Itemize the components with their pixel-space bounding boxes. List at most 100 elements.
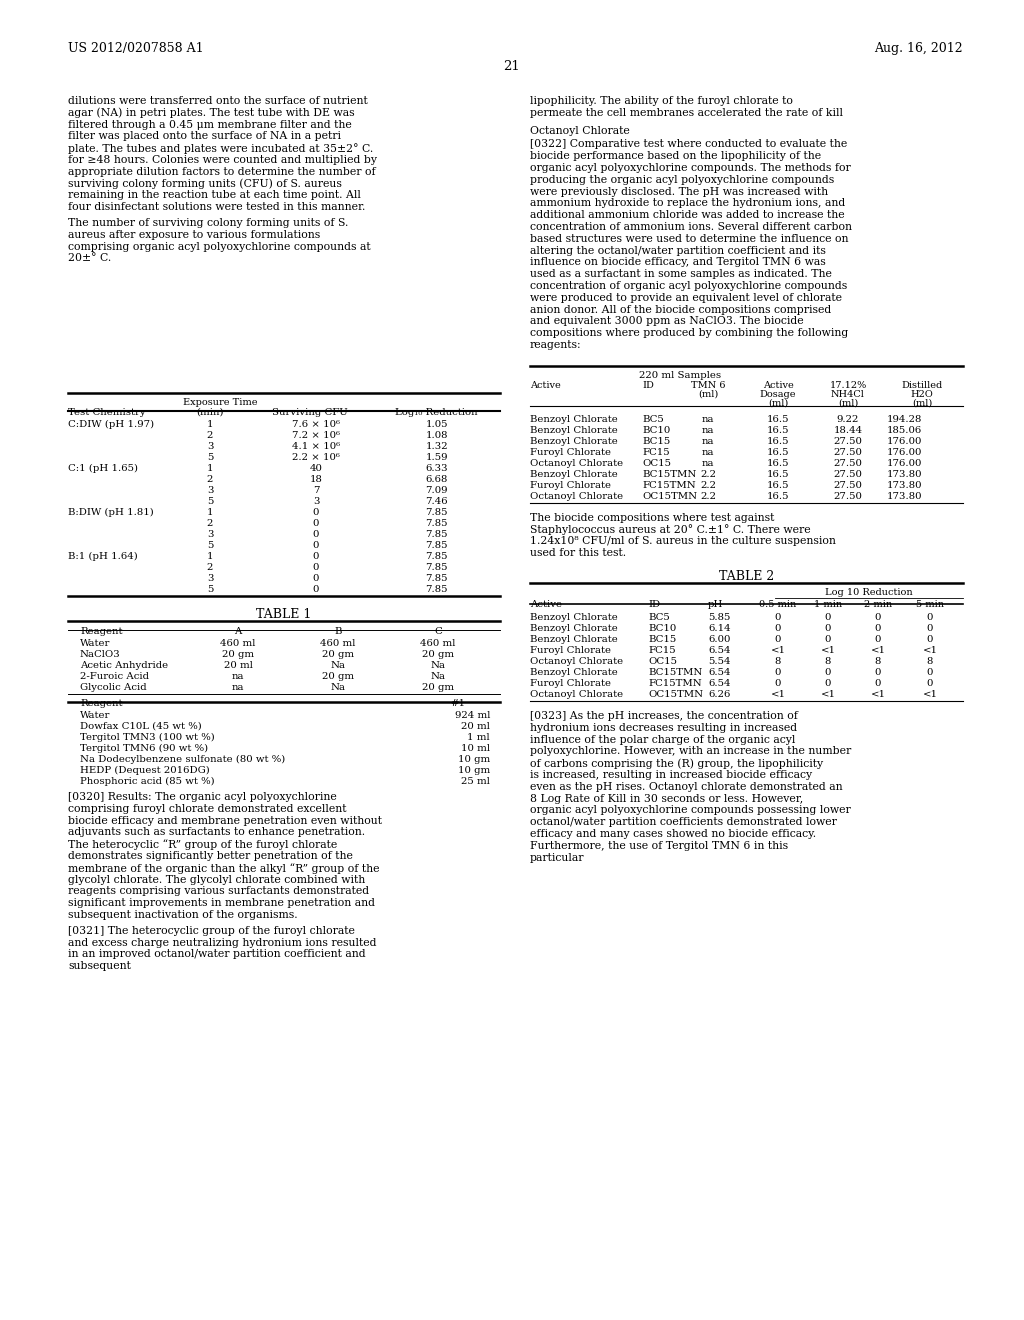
- Text: [0321] The heterocyclic group of the furoyl chlorate: [0321] The heterocyclic group of the fur…: [68, 925, 355, 936]
- Text: reagents:: reagents:: [530, 341, 582, 350]
- Text: 10 gm: 10 gm: [458, 755, 490, 764]
- Text: polyoxychlorine. However, with an increase in the number: polyoxychlorine. However, with an increa…: [530, 746, 851, 756]
- Text: Dowfax C10L (45 wt %): Dowfax C10L (45 wt %): [80, 722, 202, 731]
- Text: biocide efficacy and membrane penetration even without: biocide efficacy and membrane penetratio…: [68, 816, 382, 825]
- Text: 2: 2: [207, 475, 213, 484]
- Text: organic acyl polyoxychlorine compounds possessing lower: organic acyl polyoxychlorine compounds p…: [530, 805, 851, 816]
- Text: 1: 1: [207, 508, 213, 517]
- Text: 173.80: 173.80: [887, 492, 922, 500]
- Text: membrane of the organic than the alkyl “R” group of the: membrane of the organic than the alkyl “…: [68, 863, 380, 874]
- Text: 460 ml: 460 ml: [420, 639, 456, 648]
- Text: Benzoyl Chlorate: Benzoyl Chlorate: [530, 437, 617, 446]
- Text: (ml): (ml): [768, 399, 788, 408]
- Text: were previously disclosed. The pH was increased with: were previously disclosed. The pH was in…: [530, 186, 828, 197]
- Text: 7.85: 7.85: [426, 541, 449, 550]
- Text: 20 gm: 20 gm: [322, 672, 354, 681]
- Text: Furoyl Chlorate: Furoyl Chlorate: [530, 480, 611, 490]
- Text: BC15TMN: BC15TMN: [648, 668, 702, 677]
- Text: 16.5: 16.5: [767, 437, 790, 446]
- Text: Water: Water: [80, 711, 111, 719]
- Text: 2-Furoic Acid: 2-Furoic Acid: [80, 672, 150, 681]
- Text: of carbons comprising the (R) group, the lipophilicity: of carbons comprising the (R) group, the…: [530, 758, 823, 768]
- Text: Furthermore, the use of Tergitol TMN 6 in this: Furthermore, the use of Tergitol TMN 6 i…: [530, 841, 788, 851]
- Text: 0: 0: [874, 635, 882, 644]
- Text: 18.44: 18.44: [834, 426, 862, 434]
- Text: 7.6 × 10⁶: 7.6 × 10⁶: [292, 420, 340, 429]
- Text: 0: 0: [775, 678, 781, 688]
- Text: 0: 0: [874, 612, 882, 622]
- Text: 185.06: 185.06: [887, 426, 922, 434]
- Text: <1: <1: [923, 690, 938, 700]
- Text: lipophilicity. The ability of the furoyl chlorate to: lipophilicity. The ability of the furoyl…: [530, 96, 793, 106]
- Text: Dosage: Dosage: [760, 389, 797, 399]
- Text: 0: 0: [824, 612, 831, 622]
- Text: Staphylococcus aureus at 20° C.±1° C. There were: Staphylococcus aureus at 20° C.±1° C. Th…: [530, 524, 811, 536]
- Text: 27.50: 27.50: [834, 447, 862, 457]
- Text: 7.85: 7.85: [426, 574, 449, 583]
- Text: Tergitol TMN3 (100 wt %): Tergitol TMN3 (100 wt %): [80, 733, 215, 742]
- Text: Log₁₀ Reduction: Log₁₀ Reduction: [394, 408, 477, 417]
- Text: FC15TMN: FC15TMN: [642, 480, 695, 490]
- Text: 0: 0: [927, 624, 933, 634]
- Text: surviving colony forming units (CFU) of S. aureus: surviving colony forming units (CFU) of …: [68, 178, 342, 189]
- Text: Exposure Time: Exposure Time: [183, 399, 257, 407]
- Text: Active: Active: [763, 380, 794, 389]
- Text: 20±° C.: 20±° C.: [68, 253, 112, 264]
- Text: in an improved octanol/water partition coefficient and: in an improved octanol/water partition c…: [68, 949, 366, 960]
- Text: altering the octanol/water partition coefficient and its: altering the octanol/water partition coe…: [530, 246, 826, 256]
- Text: Octanoyl Chlorate: Octanoyl Chlorate: [530, 690, 624, 700]
- Text: 6.68: 6.68: [426, 475, 449, 484]
- Text: 0: 0: [927, 678, 933, 688]
- Text: Reagent: Reagent: [80, 627, 123, 636]
- Text: 10 gm: 10 gm: [458, 766, 490, 775]
- Text: 0: 0: [312, 574, 319, 583]
- Text: OC15: OC15: [642, 459, 671, 467]
- Text: Benzoyl Chlorate: Benzoyl Chlorate: [530, 624, 617, 634]
- Text: 1.08: 1.08: [426, 432, 449, 440]
- Text: 3: 3: [207, 574, 213, 583]
- Text: BC10: BC10: [642, 426, 671, 434]
- Text: concentration of organic acyl polyoxychlorine compounds: concentration of organic acyl polyoxychl…: [530, 281, 847, 290]
- Text: 5.54: 5.54: [708, 657, 730, 667]
- Text: 5: 5: [207, 585, 213, 594]
- Text: Na: Na: [331, 682, 345, 692]
- Text: 0: 0: [927, 612, 933, 622]
- Text: (ml): (ml): [698, 389, 718, 399]
- Text: 0: 0: [874, 624, 882, 634]
- Text: 0: 0: [312, 508, 319, 517]
- Text: glycolyl chlorate. The glycolyl chlorate combined with: glycolyl chlorate. The glycolyl chlorate…: [68, 875, 366, 884]
- Text: 1.24x10⁸ CFU/ml of S. aureus in the culture suspension: 1.24x10⁸ CFU/ml of S. aureus in the cult…: [530, 536, 836, 546]
- Text: adjuvants such as surfactants to enhance penetration.: adjuvants such as surfactants to enhance…: [68, 828, 366, 837]
- Text: 0: 0: [312, 585, 319, 594]
- Text: 0: 0: [824, 624, 831, 634]
- Text: 0: 0: [312, 552, 319, 561]
- Text: FC15: FC15: [642, 447, 670, 457]
- Text: ID: ID: [642, 380, 654, 389]
- Text: [0323] As the pH increases, the concentration of: [0323] As the pH increases, the concentr…: [530, 711, 798, 721]
- Text: (min): (min): [197, 408, 224, 417]
- Text: plate. The tubes and plates were incubated at 35±2° C.: plate. The tubes and plates were incubat…: [68, 143, 374, 154]
- Text: Octanoyl Chlorate: Octanoyl Chlorate: [530, 492, 624, 500]
- Text: <1: <1: [820, 690, 836, 700]
- Text: dilutions were transferred onto the surface of nutrient: dilutions were transferred onto the surf…: [68, 96, 368, 106]
- Text: OC15: OC15: [648, 657, 677, 667]
- Text: na: na: [231, 672, 245, 681]
- Text: C: C: [434, 627, 442, 636]
- Text: 0: 0: [927, 668, 933, 677]
- Text: 1.05: 1.05: [426, 420, 449, 429]
- Text: 6.54: 6.54: [708, 645, 730, 655]
- Text: na: na: [231, 682, 245, 692]
- Text: <1: <1: [770, 645, 785, 655]
- Text: 2.2: 2.2: [700, 492, 716, 500]
- Text: Na: Na: [430, 661, 445, 671]
- Text: influence of the polar charge of the organic acyl: influence of the polar charge of the org…: [530, 735, 796, 744]
- Text: 7.85: 7.85: [426, 531, 449, 539]
- Text: 6.00: 6.00: [708, 635, 730, 644]
- Text: 10 ml: 10 ml: [461, 744, 490, 752]
- Text: 2.2: 2.2: [700, 470, 716, 479]
- Text: four disinfectant solutions were tested in this manner.: four disinfectant solutions were tested …: [68, 202, 366, 213]
- Text: 20 gm: 20 gm: [422, 649, 454, 659]
- Text: 16.5: 16.5: [767, 447, 790, 457]
- Text: B:DIW (pH 1.81): B:DIW (pH 1.81): [68, 508, 154, 517]
- Text: 5: 5: [207, 453, 213, 462]
